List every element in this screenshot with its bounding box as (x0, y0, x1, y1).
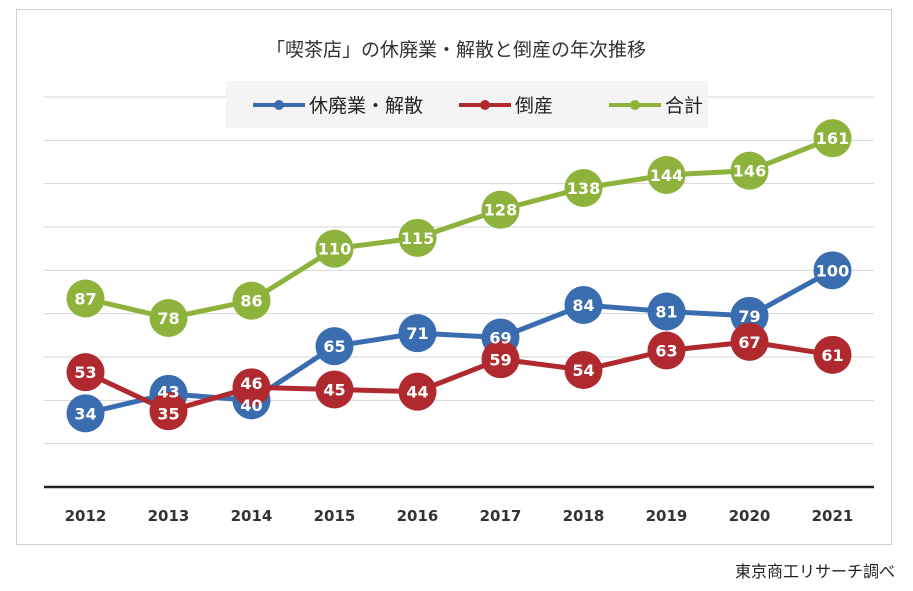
data-point (315, 327, 354, 366)
data-label: 40 (240, 396, 262, 415)
data-label: 115 (401, 229, 434, 248)
data-label: 71 (406, 324, 428, 343)
series-line (84, 339, 833, 414)
chart-title: 「喫茶店」の休廃業・解散と倒産の年次推移 (266, 39, 646, 61)
data-label: 161 (816, 129, 849, 148)
data-point (730, 296, 769, 335)
x-tick-label: 2012 (65, 507, 107, 525)
data-label: 87 (74, 290, 96, 309)
data-point (564, 286, 603, 324)
x-tick-label: 2013 (148, 507, 190, 525)
data-point (813, 335, 852, 374)
data-label: 44 (406, 383, 428, 402)
data-label: 45 (323, 381, 345, 400)
data-label: 84 (572, 296, 594, 315)
data-label: 63 (655, 342, 677, 361)
data-label: 67 (738, 333, 760, 352)
data-label: 43 (157, 383, 179, 402)
data-point (66, 394, 105, 433)
data-label: 59 (489, 350, 511, 369)
data-label: 53 (74, 363, 96, 382)
x-tick-label: 2019 (646, 507, 688, 525)
legend-marker (630, 100, 640, 110)
data-point (647, 331, 686, 370)
series-line (84, 268, 834, 416)
data-label: 138 (567, 179, 600, 198)
data-label: 81 (655, 303, 677, 322)
x-tick-label: 2014 (231, 507, 273, 525)
x-tick-label: 2018 (563, 507, 605, 525)
source-note: 東京商工リサーチ調べ (734, 562, 895, 581)
data-point (315, 370, 354, 409)
x-tick-label: 2020 (729, 507, 771, 525)
legend-label: 倒産 (515, 95, 553, 117)
x-tick-label: 2015 (314, 507, 356, 525)
legend-label: 休廃業・解散 (309, 95, 423, 117)
data-label: 78 (157, 309, 179, 328)
series-line (84, 135, 834, 321)
data-label: 144 (650, 166, 683, 185)
data-label: 100 (816, 261, 849, 280)
data-point (481, 190, 520, 229)
data-point (647, 156, 686, 194)
data-label: 46 (240, 374, 262, 393)
chart-frame (16, 9, 892, 545)
data-point (398, 372, 437, 411)
data-point (564, 351, 603, 389)
data-point (813, 251, 852, 290)
data-point (149, 299, 188, 337)
x-tick-label: 2021 (812, 507, 854, 525)
data-labels: 87 53 34 78 43 35 86 46 40 110 65 45 115 71 44 128 69 59 1… (74, 129, 849, 423)
data-point (481, 340, 520, 379)
data-point (66, 353, 105, 392)
x-ticks: 2012 2013 2014 2015 2016 2017 2018 2019 2020 2021 (65, 507, 854, 525)
data-point (232, 368, 271, 407)
data-label: 69 (489, 328, 511, 347)
data-point (398, 218, 437, 257)
data-point (564, 169, 603, 207)
data-label: 146 (733, 162, 766, 181)
data-label: 110 (318, 240, 351, 259)
data-label: 54 (572, 361, 594, 380)
data-label: 79 (738, 307, 760, 326)
data-label: 86 (240, 292, 262, 311)
data-point (398, 314, 437, 353)
series-1 (66, 322, 852, 431)
data-point (66, 279, 105, 318)
data-point (315, 229, 354, 268)
legend-marker (480, 100, 490, 110)
data-label: 34 (74, 404, 96, 423)
series-2 (66, 119, 852, 337)
x-tick-label: 2017 (480, 507, 522, 525)
data-point (813, 119, 852, 158)
x-tick-label: 2016 (397, 507, 439, 525)
legend-marker (274, 100, 284, 110)
legend-label: 合計 (665, 95, 703, 117)
data-point (730, 322, 769, 361)
data-point (232, 281, 271, 320)
data-point (647, 292, 686, 331)
data-point (730, 151, 769, 190)
series-group (66, 119, 852, 433)
data-label: 61 (821, 346, 843, 365)
legend: 休廃業・解散 倒産 合計 (226, 81, 708, 128)
data-point (149, 392, 188, 431)
data-label: 65 (323, 337, 345, 356)
data-label: 35 (157, 405, 179, 424)
data-label: 128 (484, 201, 517, 220)
